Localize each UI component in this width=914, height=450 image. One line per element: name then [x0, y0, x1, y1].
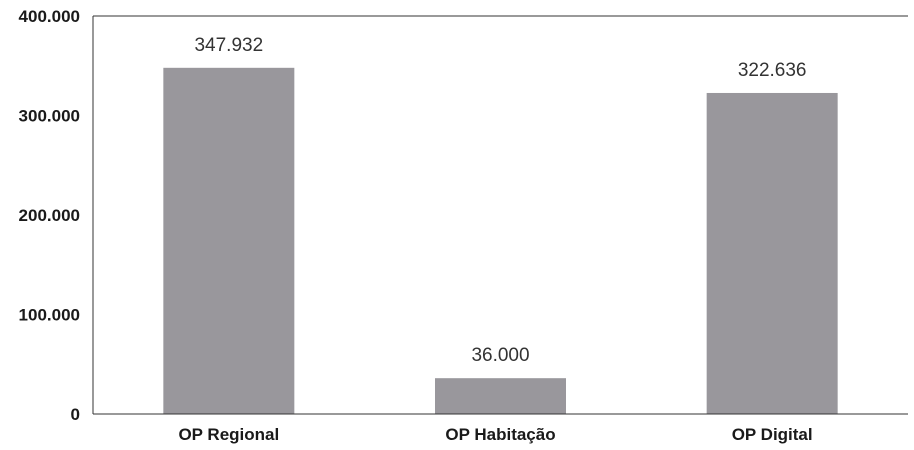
data-labels: 347.932 36.000 322.636	[194, 35, 806, 366]
x-category-label: OP Digital	[732, 425, 813, 444]
y-tick-label: 400.000	[19, 7, 80, 26]
bar-data-label: 36.000	[471, 345, 529, 366]
y-tick-label: 300.000	[19, 107, 80, 126]
y-tick-label: 200.000	[19, 206, 80, 225]
bar	[163, 67, 295, 414]
bar-data-label: 322.636	[738, 60, 807, 81]
x-category-label: OP Habitação	[445, 425, 555, 444]
y-tick-label: 100.000	[19, 306, 80, 325]
bars	[163, 67, 838, 415]
y-axis-ticks: 0 100.000 200.000 300.000 400.000	[19, 7, 80, 424]
y-tick-label: 0	[71, 405, 80, 424]
x-category-label: OP Regional	[178, 425, 279, 444]
category-labels: OP Regional OP Habitação OP Digital	[178, 425, 812, 444]
bar	[706, 92, 838, 415]
bar	[435, 378, 566, 414]
bar-data-label: 347.932	[194, 35, 263, 56]
